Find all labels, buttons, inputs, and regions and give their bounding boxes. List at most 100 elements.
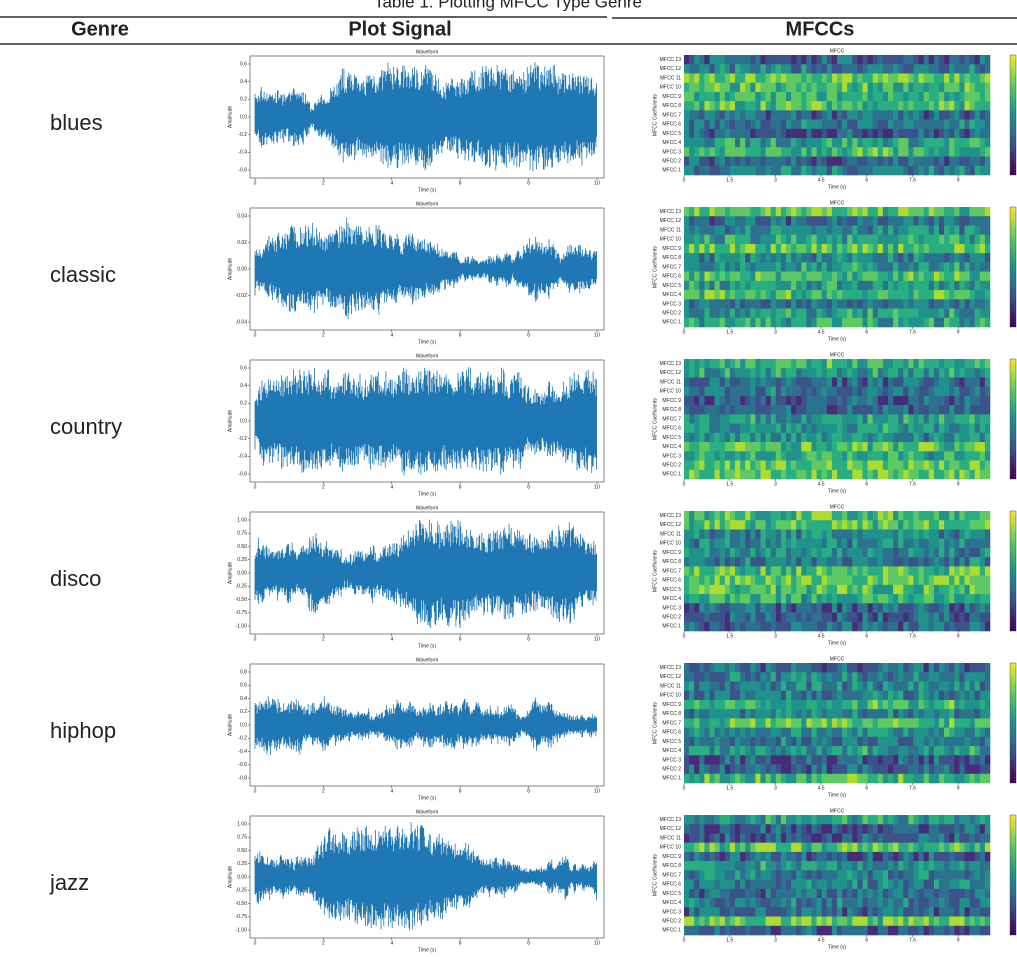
heatmap-cell [730, 129, 735, 139]
heatmap-cell [929, 92, 934, 102]
heatmap-cell [791, 852, 796, 862]
heatmap-cell [970, 529, 975, 539]
heatmap-cell [893, 281, 898, 291]
heatmap-cell [939, 290, 944, 300]
heatmap-cell [965, 700, 970, 710]
heatmap-cell [949, 396, 954, 406]
heatmap-cell [949, 377, 954, 387]
heatmap-cell [949, 557, 954, 567]
heatmap-cell [761, 299, 766, 309]
heatmap-cell [704, 824, 709, 834]
heatmap-cell [750, 451, 755, 461]
heatmap-cell [970, 387, 975, 397]
heatmap-cell [898, 824, 903, 834]
heatmap-cell [704, 272, 709, 282]
heatmap-cell [740, 290, 745, 300]
heatmap-cell [944, 414, 949, 424]
heatmap-cell [832, 235, 837, 245]
heatmap-cell [710, 746, 715, 756]
heatmap-cell [694, 663, 699, 673]
heatmap-cell [704, 359, 709, 369]
heatmap-cell [857, 433, 862, 443]
heatmap-cell [735, 396, 740, 406]
heatmap-cell [781, 414, 786, 424]
heatmap-cell [888, 129, 893, 139]
heatmap-cell [786, 737, 791, 747]
heatmap-cell [735, 529, 740, 539]
heatmap-cell [761, 824, 766, 834]
heatmap-cell [832, 917, 837, 927]
heatmap-cell [801, 396, 806, 406]
heatmap-cell [924, 907, 929, 917]
heatmap-cell [868, 129, 873, 139]
heatmap-cell [827, 101, 832, 111]
heatmap-cell [975, 281, 980, 291]
heatmap-cell [715, 755, 720, 765]
heatmap-cell [847, 207, 852, 217]
heatmap-cell [929, 765, 934, 775]
heatmap-cell [934, 309, 939, 319]
heatmap-cell [959, 700, 964, 710]
heatmap-cell [694, 281, 699, 291]
heatmap-cell [730, 414, 735, 424]
heatmap-cell [893, 815, 898, 825]
heatmap-cell [883, 157, 888, 167]
heatmap-cell [771, 101, 776, 111]
heatmap-cell [694, 73, 699, 83]
heatmap-cell [817, 824, 822, 834]
heatmap-cell [863, 461, 868, 471]
heatmap-cell [959, 691, 964, 701]
heatmap-cell [914, 216, 919, 226]
heatmap-cell [694, 207, 699, 217]
heatmap-cell [761, 120, 766, 130]
heatmap-cell [975, 368, 980, 378]
heatmap-cell [791, 898, 796, 908]
heatmap-cell [949, 663, 954, 673]
heatmap-cell [852, 225, 857, 235]
heatmap-cell [970, 442, 975, 452]
x-tick-label: 2 [322, 180, 325, 186]
heatmap-cell [847, 576, 852, 586]
heatmap-cell [755, 110, 760, 120]
heatmap-cell [837, 442, 842, 452]
heatmap-cell [903, 166, 908, 176]
heatmap-cell [924, 225, 929, 235]
heatmap-cell [786, 244, 791, 254]
heatmap-cell [740, 216, 745, 226]
heatmap-cell [934, 898, 939, 908]
heatmap-cell [837, 709, 842, 719]
heatmap-cell [812, 917, 817, 927]
heatmap-cell [934, 147, 939, 157]
heatmap-cell [878, 290, 883, 300]
heatmap-cell [750, 235, 755, 245]
heatmap-cell [949, 824, 954, 834]
heatmap-cell [796, 414, 801, 424]
heatmap-cell [750, 765, 755, 775]
heatmap-cell [812, 889, 817, 899]
x-tick-label: 6 [459, 788, 462, 794]
heatmap-cell [796, 405, 801, 415]
heatmap-cell [761, 244, 766, 254]
heatmap-cell [725, 557, 730, 567]
heatmap-cell [725, 290, 730, 300]
y-tick-label: MFCC 11 [660, 75, 681, 81]
heatmap-cell [761, 396, 766, 406]
heatmap-cell [766, 557, 771, 567]
heatmap-cell [878, 870, 883, 880]
heatmap-cell [817, 318, 822, 328]
heatmap-cell [832, 414, 837, 424]
heatmap-cell [801, 585, 806, 595]
heatmap-cell [750, 470, 755, 480]
heatmap-cell [776, 110, 781, 120]
heatmap-cell [817, 880, 822, 890]
heatmap-cell [929, 511, 934, 521]
heatmap-cell [903, 55, 908, 65]
heatmap-cell [786, 253, 791, 263]
heatmap-cell [710, 728, 715, 738]
heatmap-cell [796, 898, 801, 908]
heatmap-cell [771, 691, 776, 701]
heatmap-cell [730, 926, 735, 936]
heatmap-cell [873, 746, 878, 756]
heatmap-cell [725, 368, 730, 378]
heatmap-cell [903, 442, 908, 452]
